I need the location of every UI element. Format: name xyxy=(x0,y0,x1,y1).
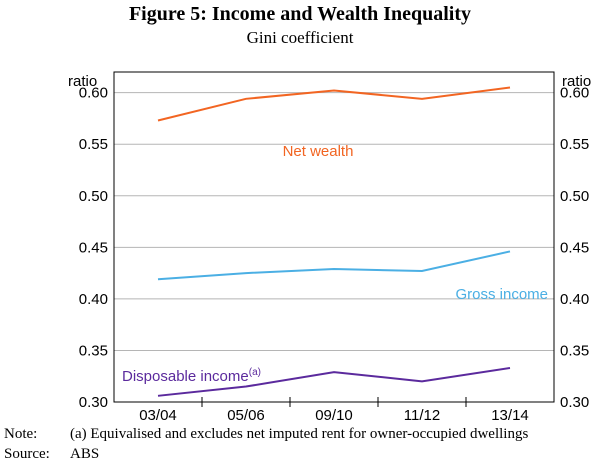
y-tick-right: 0.55 xyxy=(560,136,589,153)
source-text: ABS xyxy=(70,446,100,462)
chart-title: Figure 5: Income and Wealth Inequality xyxy=(129,3,471,25)
y-ticks-left: 0.60 0.55 0.50 0.45 0.40 0.35 0.30 xyxy=(79,85,108,411)
series-lines xyxy=(157,86,511,397)
y-axis-unit-left: ratio xyxy=(68,73,97,90)
y-tick-right: 0.35 xyxy=(560,342,589,359)
y-axis-unit-right: ratio xyxy=(562,73,591,90)
chart-note: Note: (a) Equivalised and excludes net im… xyxy=(4,426,528,443)
y-tick-left: 0.40 xyxy=(79,291,108,308)
x-tick-label: 13/14 xyxy=(491,407,529,424)
y-tick-left: 0.60 xyxy=(79,85,108,102)
y-tick-left: 0.35 xyxy=(79,342,108,359)
series-label: Disposable income(a) xyxy=(122,367,261,385)
note-text: (a) Equivalised and excludes net imputed… xyxy=(70,426,529,442)
y-tick-left: 0.50 xyxy=(79,188,108,205)
x-tick-label: 05/06 xyxy=(227,407,265,424)
y-ticks-right: 0.60 0.55 0.50 0.45 0.40 0.35 0.30 xyxy=(560,85,589,411)
chart-subtitle: Gini coefficient xyxy=(247,28,354,47)
series-line xyxy=(157,86,511,122)
series-label-text: Gross income xyxy=(455,286,548,303)
note-key: Note: xyxy=(4,426,38,442)
series-label-text: Net wealth xyxy=(283,143,354,160)
y-tick-left: 0.30 xyxy=(79,394,108,411)
y-tick-left: 0.55 xyxy=(79,136,108,153)
x-tick-label: 03/04 xyxy=(139,407,177,424)
x-ticks: 03/04 05/06 09/10 11/12 13/14 xyxy=(139,397,529,424)
plot-frame xyxy=(113,71,555,403)
x-tick-label: 09/10 xyxy=(315,407,353,424)
series-labels: Net wealth Gross income Disposable income(… xyxy=(122,143,548,385)
series-label: Gross income xyxy=(455,286,548,303)
chart-source: Source: ABS xyxy=(4,446,99,463)
source-key: Source: xyxy=(4,446,50,462)
x-tick-label: 11/12 xyxy=(404,407,440,424)
gridlines xyxy=(114,92,554,403)
series-line xyxy=(157,250,511,281)
series-label-superscript: (a) xyxy=(249,367,261,378)
y-tick-right: 0.40 xyxy=(560,291,589,308)
y-tick-right: 0.50 xyxy=(560,188,589,205)
y-tick-right: 0.30 xyxy=(560,394,589,411)
y-tick-right: 0.60 xyxy=(560,85,589,102)
series-label-text: Disposable income xyxy=(122,368,249,385)
series-label: Net wealth xyxy=(283,143,354,160)
y-tick-right: 0.45 xyxy=(560,239,589,256)
series-line xyxy=(157,366,511,397)
y-tick-left: 0.45 xyxy=(79,239,108,256)
